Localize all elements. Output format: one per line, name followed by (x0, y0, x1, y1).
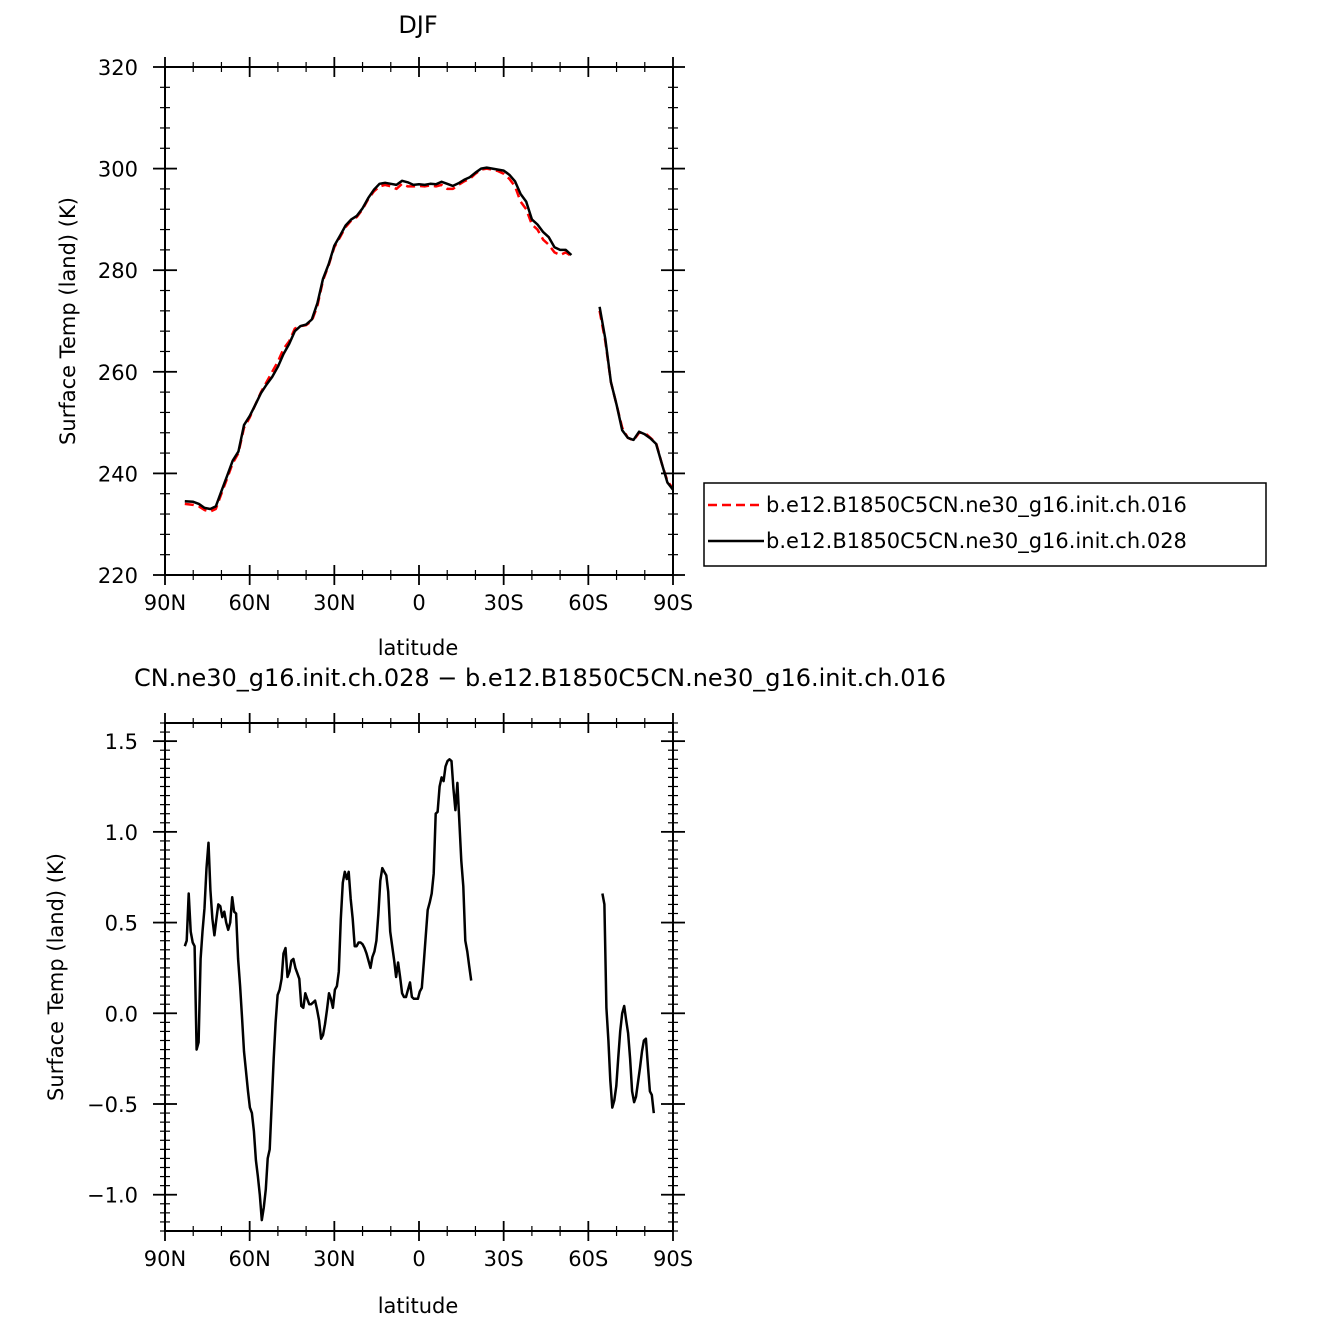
bottom-x-tick-label: 0 (412, 1247, 425, 1271)
legend-box (703, 482, 1267, 567)
legend-label-016: b.e12.B1850C5CN.ne30_g16.init.ch.016 (766, 493, 1187, 518)
bottom-y-tick-label: 0.0 (105, 1002, 138, 1026)
bottom-series-0-segment-0 (183, 758, 473, 1222)
top-chart-title: DJF (398, 11, 437, 39)
top-x-tick-label: 30N (313, 591, 355, 615)
top-plot-frame (164, 66, 674, 576)
top-series-group (184, 166, 675, 513)
bottom-axes: 90N 60N 30N 0 30S 60S 90S −1.0 −0.5 0.0 0.5 1.0 1.5 (87, 713, 693, 1271)
bottom-x-tick-label: 60N (228, 1247, 270, 1271)
top-y-tick-label: 320 (98, 56, 138, 80)
bottom-y-tick-label: −0.5 (87, 1093, 138, 1117)
top-axes: 90N 60N 30N 0 30S 60S 90S 220 240 260 280 300 320 (98, 56, 693, 615)
top-x-tick-label: 30S (484, 591, 524, 615)
top-y-tick-label: 260 (98, 361, 138, 385)
top-x-tick-label: 90S (653, 591, 693, 615)
top-x-tick-label: 90N (144, 591, 186, 615)
bottom-plot-frame (164, 722, 674, 1232)
bottom-x-tick-label: 30N (313, 1247, 355, 1271)
top-series-1-segment-1 (598, 306, 674, 491)
top-x-tick-label: 60S (568, 591, 608, 615)
bottom-y-tick-label: 0.5 (105, 912, 138, 936)
bottom-x-tick-label: 30S (484, 1247, 524, 1271)
bottom-x-axis-label: latitude (378, 1294, 459, 1318)
bottom-x-tick-label: 90S (653, 1247, 693, 1271)
bottom-y-tick-label: 1.5 (105, 730, 138, 754)
top-x-axis-label: latitude (378, 636, 459, 660)
bottom-y-tick-label: 1.0 (105, 821, 138, 845)
bottom-x-tick-label: 90N (144, 1247, 186, 1271)
top-y-tick-label: 240 (98, 462, 138, 486)
legend-label-028: b.e12.B1850C5CN.ne30_g16.init.ch.028 (766, 529, 1187, 554)
bottom-panel: CN.ne30_g16.init.ch.028 − b.e12.B1850C5C… (44, 664, 946, 1318)
top-series-0-segment-0 (184, 167, 573, 513)
bottom-y-axis-label: Surface Temp (land) (K) (44, 853, 68, 1101)
top-panel: DJF 90N 60N 30N 0 30S 60S 90S 220 240 260 280 300 32… (56, 11, 1267, 660)
bottom-chart-title: CN.ne30_g16.init.ch.028 − b.e12.B1850C5C… (134, 664, 946, 692)
top-y-tick-label: 280 (98, 259, 138, 283)
top-y-axis-label: Surface Temp (land) (K) (56, 197, 80, 445)
bottom-series-0-segment-1 (601, 893, 656, 1114)
bottom-x-tick-label: 60S (568, 1247, 608, 1271)
top-x-tick-label: 60N (228, 591, 270, 615)
top-y-tick-label: 220 (98, 564, 138, 588)
top-y-tick-label: 300 (98, 158, 138, 182)
top-series-1-segment-0 (184, 166, 573, 511)
bottom-series-group (183, 758, 656, 1222)
top-x-tick-label: 0 (412, 591, 425, 615)
legend: b.e12.B1850C5CN.ne30_g16.init.ch.016 b.e… (703, 482, 1267, 567)
bottom-y-tick-label: −1.0 (87, 1184, 138, 1208)
